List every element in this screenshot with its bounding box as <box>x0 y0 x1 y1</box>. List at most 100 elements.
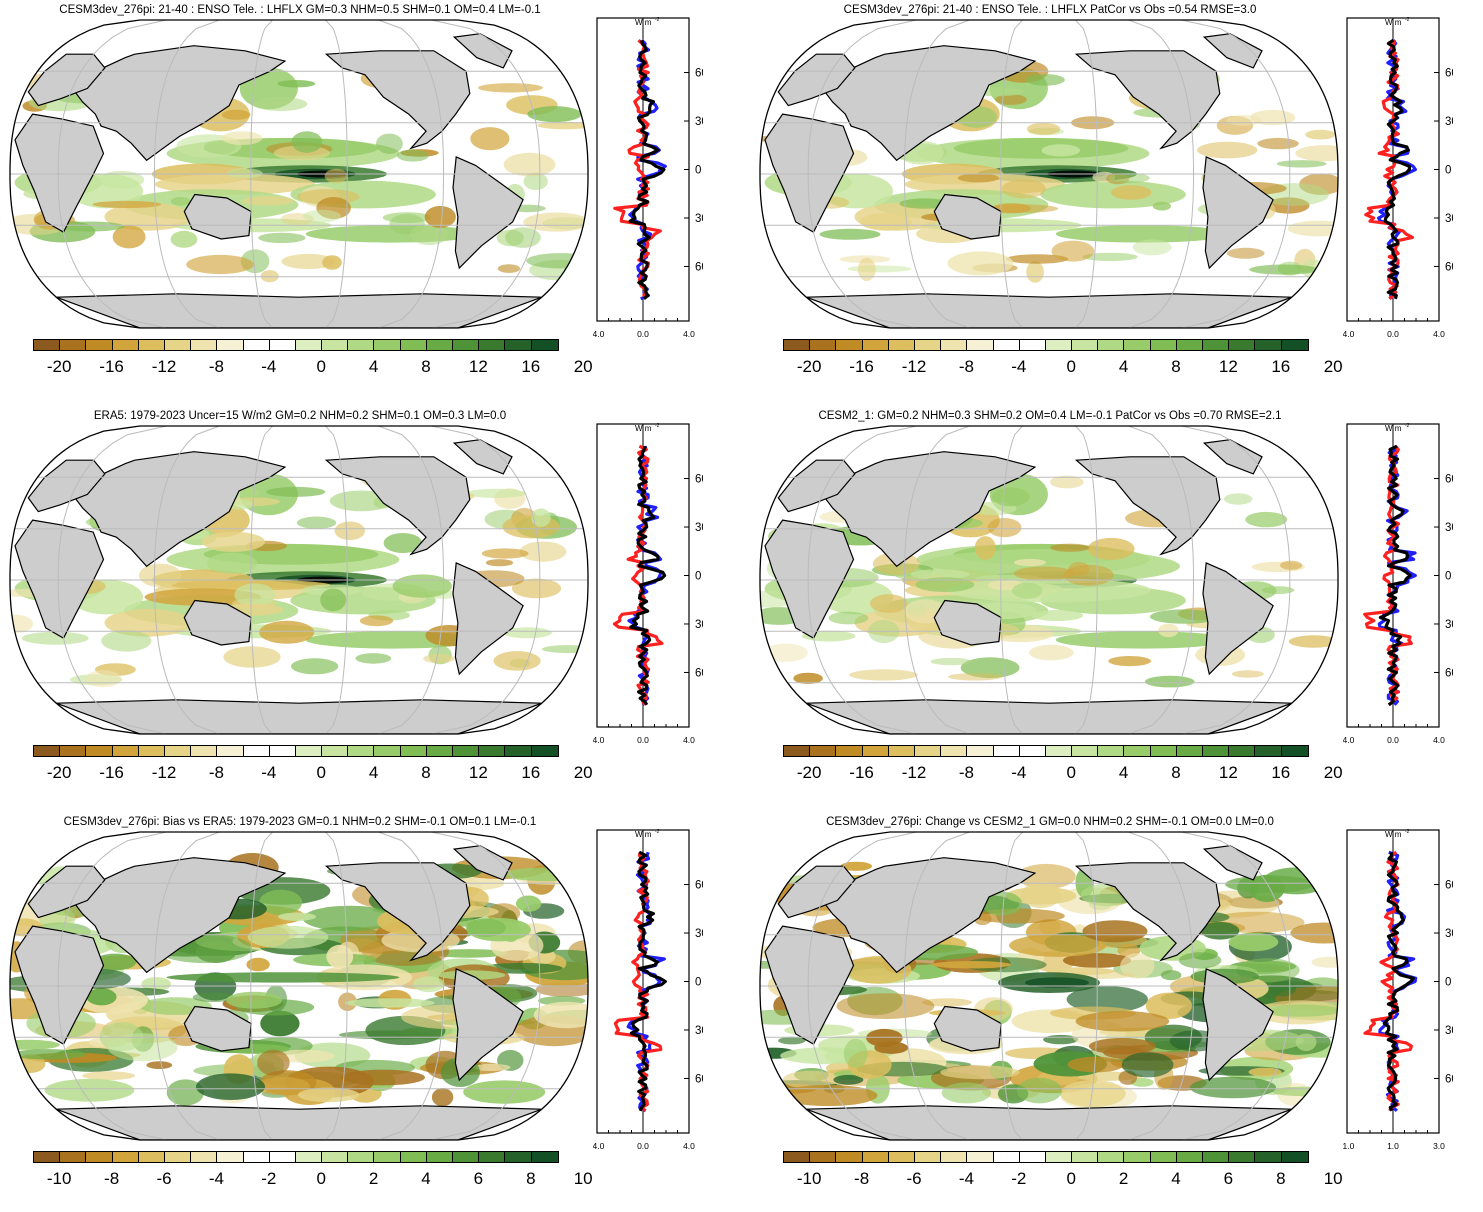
map-contour-blob <box>503 152 556 177</box>
colorbar-swatch <box>914 746 942 756</box>
land-antarctica <box>56 1105 542 1140</box>
land-antarctica <box>806 699 1292 734</box>
colorbar-tick-label: 2 <box>368 1169 379 1188</box>
colorbar-swatch <box>1203 746 1230 756</box>
map-contour-blob <box>1021 881 1061 909</box>
zonal-line-obs <box>1363 850 1413 1112</box>
map-contour-blob <box>206 552 257 574</box>
colorbar-swatch <box>1176 340 1203 350</box>
colorbar-swatch <box>60 1152 87 1162</box>
map-contour-blob <box>340 1069 425 1086</box>
map-border <box>759 19 1339 329</box>
zonal-units-exp: -2 <box>1405 423 1410 429</box>
map-contour-blob <box>98 171 145 189</box>
colorbar-tick-label: -12 <box>901 763 927 782</box>
zonal-lat-label: 60S <box>695 667 703 679</box>
map-contour-blob <box>1026 122 1061 135</box>
colorbar-tick-label: 0 <box>316 1169 326 1188</box>
map-contour-blob <box>760 590 798 608</box>
map-contour-blob <box>840 861 873 871</box>
map-contour-blob <box>1295 145 1338 162</box>
colorbar-swatch <box>1150 1152 1177 1162</box>
colorbar-swatch <box>784 340 811 350</box>
panel-title: ERA5: 1979-2023 Uncer=15 W/m2 GM=0.2 NHM… <box>93 410 507 422</box>
zonal-x-label: -4.0 <box>1343 329 1355 339</box>
colorbar-swatch <box>810 746 837 756</box>
colorbar-tick-label: 8 <box>421 357 431 376</box>
map-border <box>759 425 1339 735</box>
land-europe <box>27 53 106 107</box>
map-contour-blob <box>502 515 560 539</box>
map-contour-blob <box>1050 543 1090 552</box>
map-contour-blob <box>258 232 306 244</box>
map-contour-blob <box>843 1038 868 1069</box>
map-contour-blob <box>376 133 403 154</box>
colorbar-swatch <box>400 340 427 350</box>
map-border <box>9 831 589 1141</box>
colorbar-tick-label: -12 <box>901 357 927 376</box>
colorbar-swatch <box>1019 746 1046 756</box>
zonal-mean-plot: W m-2 60N 30N 0 30S 60S -4.0 0.0 4.0 <box>1343 423 1453 745</box>
colorbar-swatch <box>426 1152 453 1162</box>
colorbar-swatch <box>348 746 375 756</box>
map-contour-blob <box>931 961 1011 969</box>
map-contour-blob <box>170 196 191 206</box>
colorbar-swatch <box>322 746 349 756</box>
map-contour-blob <box>260 1010 300 1037</box>
colorbar-tick-label: -8 <box>208 763 224 782</box>
map <box>759 19 1339 329</box>
colorbar-swatch <box>531 1152 558 1162</box>
map-contour-blob <box>465 488 527 498</box>
land-namerica <box>324 50 471 150</box>
map-contour-blob <box>1149 609 1219 624</box>
colorbar-swatch <box>34 746 61 756</box>
colorbar-swatch <box>888 340 915 350</box>
panel-3: ERA5: 1979-2023 Uncer=15 W/m2 GM=0.2 NHM… <box>0 406 733 806</box>
zonal-lat-label: 30N <box>695 928 703 940</box>
map-contour-blob <box>1016 1077 1063 1104</box>
map-contour-blob <box>1132 239 1172 256</box>
zonal-lat-label: 60N <box>1445 880 1453 892</box>
map <box>9 831 589 1141</box>
map-contour-blob <box>101 630 152 652</box>
colorbar-swatch <box>1255 340 1282 350</box>
land-greenland <box>1202 439 1263 475</box>
map <box>759 831 1339 1141</box>
map-contour-blob <box>921 998 972 1007</box>
map-contour-blob <box>763 643 808 662</box>
map-contour-blob <box>166 972 400 983</box>
colorbar-swatch <box>60 746 87 756</box>
map-contour-blob <box>1152 201 1171 211</box>
map-contour-blob <box>201 531 265 552</box>
map-contour-blob <box>1223 493 1253 505</box>
map-contour-blob <box>527 106 582 123</box>
zonal-lat-label: 0 <box>695 977 701 989</box>
zonal-lat-label: 60S <box>1445 261 1453 273</box>
colorbar-swatch <box>1045 340 1073 350</box>
colorbar-swatch <box>112 340 139 350</box>
zonal-lat-label: 60S <box>1445 1073 1453 1085</box>
zonal-lat-label: 30S <box>1445 1025 1453 1037</box>
map-contour-blob <box>166 1079 205 1106</box>
colorbar-tick-label: -20 <box>796 357 822 376</box>
colorbar-tick-label: -20 <box>46 763 72 782</box>
map-contour-blob <box>1269 980 1296 997</box>
map-contour-blob <box>793 672 823 684</box>
colorbar-tick-label: -10 <box>796 1169 822 1188</box>
map-contour-blob <box>957 173 1000 183</box>
colorbar-swatch <box>862 746 889 756</box>
map <box>9 425 589 735</box>
colorbar-swatch <box>426 746 453 756</box>
colorbar-swatch <box>1150 746 1177 756</box>
colorbar-swatch <box>1281 1152 1308 1162</box>
land-australia <box>933 1005 1002 1052</box>
map-contour-blob <box>234 583 276 607</box>
map-contour-blob <box>94 953 137 971</box>
colorbar-swatch <box>1098 1152 1125 1162</box>
map-contour-blob <box>423 654 455 664</box>
colorbar-swatch <box>1229 340 1256 350</box>
map-contour-blob <box>1121 1052 1174 1078</box>
map-contour-blob <box>857 257 876 282</box>
map-contour-blob <box>10 614 34 634</box>
map-contour-blob <box>297 1087 360 1103</box>
